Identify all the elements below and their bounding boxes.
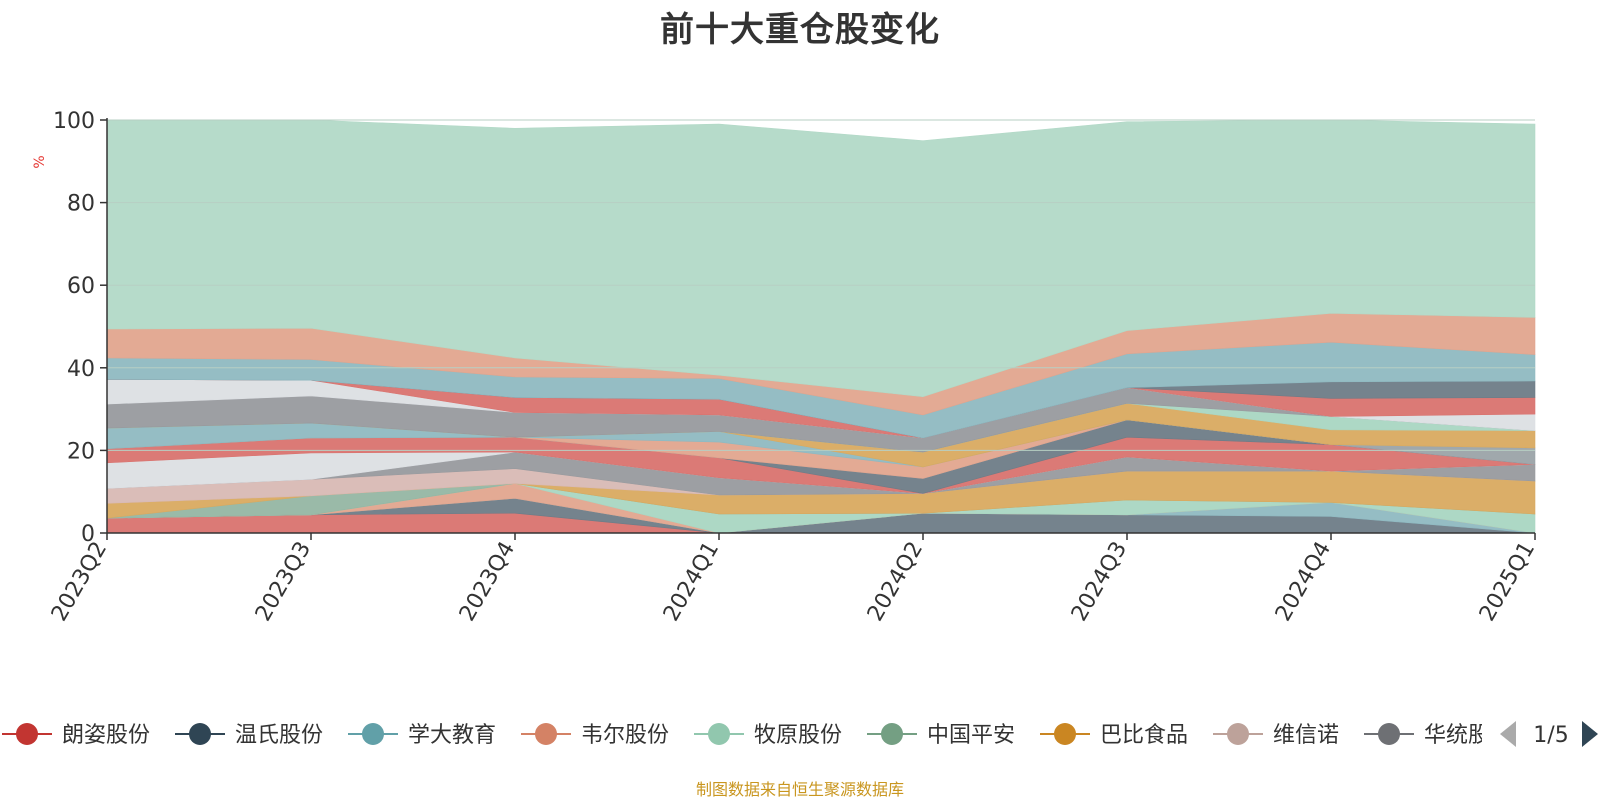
legend-label: 维信诺 — [1273, 723, 1339, 748]
y-tick-label: 40 — [67, 357, 95, 382]
y-tick-label: 80 — [67, 192, 95, 217]
area-layers — [106, 119, 1536, 534]
legend-label: 牧原股份 — [754, 723, 842, 748]
legend-marker-icon — [189, 723, 211, 745]
legend-marker-icon — [1054, 723, 1076, 745]
legend-item[interactable]: 华统股份 — [1364, 723, 1512, 748]
legend-item[interactable]: 中国平安 — [867, 723, 1015, 748]
legend-item[interactable]: 学大教育 — [348, 723, 496, 748]
legend-marker-icon — [708, 723, 730, 745]
legend-marker-icon — [535, 723, 557, 745]
legend-item[interactable]: 巴比食品 — [1040, 723, 1188, 748]
legend-item[interactable]: 温氏股份 — [175, 723, 323, 748]
x-tick-label: 2023Q3 — [251, 538, 316, 626]
x-tick-label: 2025Q1 — [1475, 538, 1540, 626]
legend-marker-icon — [881, 723, 903, 745]
legend-marker-icon — [1378, 723, 1400, 745]
legend-prev-page-icon[interactable] — [1500, 721, 1516, 747]
data-source-note: 制图数据来自恒生聚源数据库 — [695, 780, 904, 799]
y-tick-label: 60 — [67, 274, 95, 299]
grid-lines — [107, 119, 1535, 451]
y-tick-label: 20 — [67, 439, 95, 464]
legend-page-indicator: 1/5 — [1533, 723, 1568, 748]
legend-label: 朗姿股份 — [62, 723, 150, 748]
legend[interactable]: 朗姿股份 温氏股份 学大教育 韦尔股份 牧原股份 中国平安 巴比食品 维信诺 华统股份 — [2, 723, 1512, 748]
x-tick-label: 2023Q2 — [47, 538, 112, 626]
x-tick-label: 2024Q3 — [1067, 538, 1132, 626]
area-series-23 — [106, 119, 1536, 398]
legend-item[interactable]: 维信诺 — [1213, 723, 1339, 748]
legend-label: 华统股份 — [1424, 723, 1512, 748]
x-tick-label: 2024Q2 — [863, 538, 928, 626]
legend-label: 巴比食品 — [1100, 723, 1188, 748]
legend-item[interactable]: 牧原股份 — [694, 723, 842, 748]
legend-label: 学大教育 — [408, 723, 496, 748]
legend-item[interactable]: 韦尔股份 — [521, 723, 669, 748]
legend-label: 温氏股份 — [235, 723, 323, 748]
legend-marker-icon — [1227, 723, 1249, 745]
legend-marker-icon — [362, 723, 384, 745]
y-tick-label: 100 — [53, 109, 95, 134]
legend-label: 韦尔股份 — [581, 723, 669, 748]
x-tick-label: 2024Q1 — [659, 538, 724, 626]
legend-label: 中国平安 — [927, 723, 1015, 748]
x-tick-label: 2023Q4 — [455, 538, 520, 626]
chart-title: 前十大重仓股变化 — [660, 10, 940, 50]
y-axis-label: % — [32, 155, 48, 168]
legend-item[interactable]: 朗姿股份 — [2, 723, 150, 748]
x-tick-label: 2024Q4 — [1271, 538, 1336, 626]
legend-marker-icon — [16, 723, 38, 745]
y-tick-label: 0 — [81, 522, 95, 547]
legend-next-page-icon[interactable] — [1582, 721, 1598, 747]
